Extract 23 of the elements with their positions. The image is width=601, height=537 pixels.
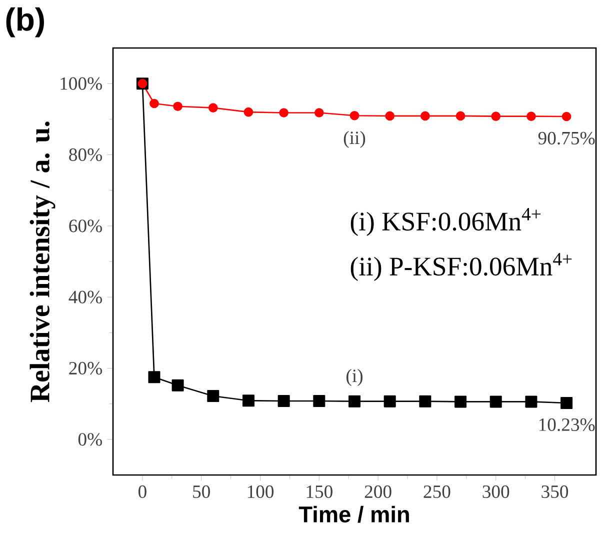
x-axis-title: Time / min [298,506,409,523]
y-tick-label: 0% [78,433,102,446]
annotation: (ii) P-KSF:0.06Mn$^{4+}$ [350,252,572,281]
y-tick-label: 100% [60,77,102,90]
series-label: (ii) [344,130,366,148]
annotation: (i) KSF:0.06Mn$^{4+}$ [350,208,541,236]
text: (b) [6,7,44,38]
y-tick-label: 60% [69,220,102,232]
y-axis-title: Relative intensity / a. u. [30,122,56,402]
annotation: 10.23% [539,418,595,432]
x-tick-label: 100 [248,485,274,498]
x-tick-label: 150 [306,485,332,498]
x-tick-label: 50 [193,485,210,498]
x-tick-label: 0 [138,485,146,498]
annotation: 90.75% [538,132,595,145]
y-tick-label: 40% [68,290,102,304]
x-tick-label: 250 [424,485,450,498]
y-tick-label: 80% [69,148,102,162]
x-tick-label: 350 [542,485,568,498]
x-tick-label: 200 [364,485,392,498]
y-tick-label: 20% [69,362,102,375]
series-label: (i) [346,369,362,386]
x-tick-label: 300 [482,485,510,498]
